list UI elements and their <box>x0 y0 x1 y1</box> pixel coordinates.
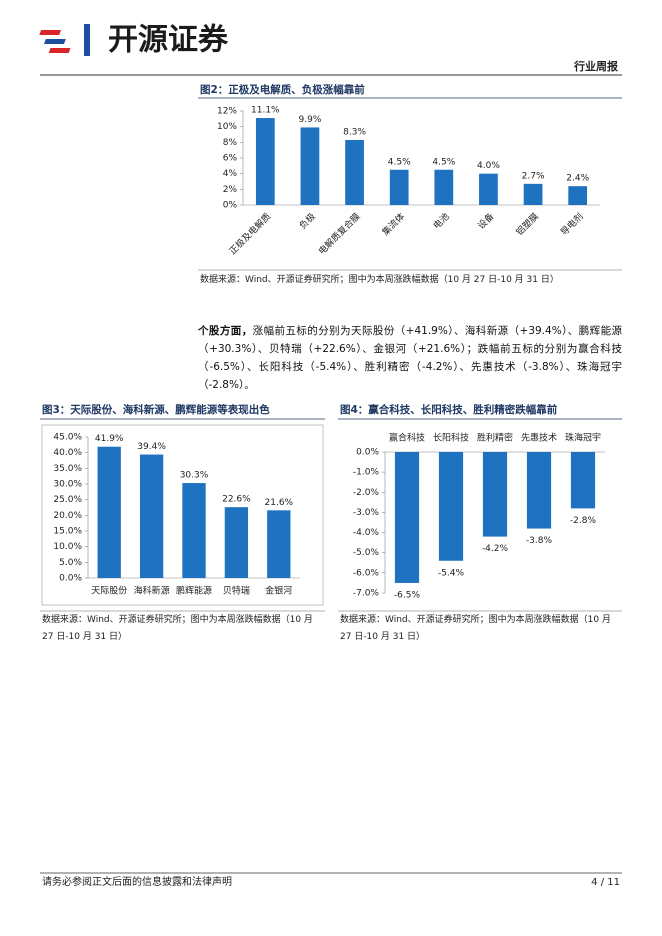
figure-source: 数据来源：Wind、开源证券研究所；图中为本周涨跌幅数据（10 月 27 日-1… <box>340 615 611 642</box>
y-tick-label: 10.0% <box>53 542 82 552</box>
bar <box>224 507 249 578</box>
y-tick-label: 25.0% <box>53 495 82 505</box>
x-tick-label: 设备 <box>475 210 496 231</box>
y-tick-label: -5.0% <box>353 548 380 558</box>
y-tick-label: -6.0% <box>353 568 380 578</box>
value-label: 4.0% <box>477 161 500 171</box>
bar <box>389 169 409 205</box>
bar <box>482 452 508 537</box>
paragraph-lead: 个股方面， <box>198 325 253 337</box>
figure-source: 数据来源：Wind、开源证券研究所；图中为本周涨跌幅数据（10 月 27 日-1… <box>42 615 313 642</box>
x-tick-label: 珠海冠宇 <box>565 432 601 444</box>
bar <box>139 454 164 578</box>
footer-disclaimer: 请务必参阅正文后面的信息披露和法律声明 <box>42 875 232 888</box>
x-tick-label: 电池 <box>430 210 451 231</box>
figure-title: 图2：正极及电解质、负极涨幅靠前 <box>200 83 365 96</box>
value-label: 8.3% <box>343 127 366 137</box>
value-label: 22.6% <box>222 495 251 505</box>
y-tick-label: 4% <box>223 169 238 179</box>
bar <box>182 483 206 578</box>
value-label: 21.6% <box>265 498 294 508</box>
x-tick-label: 集流体 <box>379 210 407 238</box>
y-tick-label: 5.0% <box>59 558 82 568</box>
x-tick-label: 胜利精密 <box>477 432 513 444</box>
value-label: 11.1% <box>251 106 280 116</box>
y-tick-label: -2.0% <box>353 488 380 498</box>
logo-text: 开源证券 <box>108 23 229 58</box>
x-tick-label: 金银河 <box>265 585 292 597</box>
bar <box>267 510 291 578</box>
x-tick-label: 电解质复合膜 <box>316 210 363 257</box>
page-number: 4 / 11 <box>591 877 620 888</box>
bar <box>523 183 543 205</box>
x-tick-label: 赢合科技 <box>389 432 425 444</box>
bar <box>97 446 121 578</box>
x-tick-label: 海科新源 <box>134 585 170 597</box>
value-label: -4.2% <box>482 544 509 554</box>
bar <box>438 452 464 561</box>
y-tick-label: -1.0% <box>353 468 380 478</box>
figure-title: 图4：赢合科技、长阳科技、胜利精密跌幅靠前 <box>340 403 558 416</box>
y-tick-label: 45.0% <box>53 433 82 443</box>
chart-frame <box>41 424 324 606</box>
x-tick-label: 天际股份 <box>91 585 127 597</box>
figure-source: 数据来源：Wind、开源证券研究所；图中为本周涨跌幅数据（10 月 27 日-1… <box>200 275 559 285</box>
figure-title: 图3：天际股份、海科新源、鹏辉能源等表现出色 <box>42 403 270 416</box>
logo-icon <box>39 24 90 56</box>
value-label: -5.4% <box>438 568 465 578</box>
y-tick-label: 0.0% <box>59 574 82 584</box>
value-label: 30.3% <box>180 471 209 481</box>
x-tick-label: 长阳科技 <box>433 432 469 444</box>
value-label: 9.9% <box>299 115 322 125</box>
y-tick-label: 12% <box>217 107 237 117</box>
y-tick-label: 8% <box>223 138 238 148</box>
bar <box>255 118 275 205</box>
y-tick-label: 15.0% <box>53 527 82 537</box>
y-tick-label: 30.0% <box>53 480 82 490</box>
value-label: 41.9% <box>95 434 124 444</box>
value-label: 4.5% <box>432 157 455 167</box>
y-tick-label: 10% <box>217 122 237 132</box>
paragraph: 个股方面，涨幅前五标的分别为天际股份（+41.9%）、海科新源（+39.4%）、… <box>198 322 622 394</box>
x-tick-label: 正极及电解质 <box>227 210 274 257</box>
paragraph-body: 涨幅前五标的分别为天际股份（+41.9%）、海科新源（+39.4%）、鹏辉能源（… <box>198 325 623 391</box>
x-tick-label: 导电剂 <box>558 210 586 238</box>
value-label: -6.5% <box>394 590 421 600</box>
y-tick-label: 0.0% <box>356 448 379 458</box>
y-tick-label: -3.0% <box>353 508 380 518</box>
bar <box>479 173 498 205</box>
value-label: -2.8% <box>570 516 597 526</box>
y-tick-label: 6% <box>223 154 238 164</box>
y-tick-label: 20.0% <box>53 511 82 521</box>
y-tick-label: -4.0% <box>353 528 380 538</box>
report-type: 行业周报 <box>573 59 619 73</box>
value-label: 2.7% <box>522 171 545 181</box>
y-tick-label: 40.0% <box>53 448 82 458</box>
y-tick-label: 2% <box>223 185 238 195</box>
y-tick-label: -7.0% <box>353 589 380 599</box>
x-tick-label: 铝塑膜 <box>513 210 541 238</box>
bar <box>568 186 588 205</box>
x-tick-label: 负极 <box>297 210 318 231</box>
value-label: 4.5% <box>388 157 411 167</box>
bar <box>300 127 320 205</box>
bar <box>526 452 552 529</box>
value-label: 39.4% <box>137 442 166 452</box>
value-label: 2.4% <box>566 174 589 184</box>
y-tick-label: 35.0% <box>53 464 82 474</box>
bar <box>345 139 364 205</box>
x-tick-label: 贝特瑞 <box>223 585 250 597</box>
x-tick-label: 先惠技术 <box>521 432 557 444</box>
value-label: -3.8% <box>526 536 553 546</box>
bar <box>570 452 596 509</box>
y-tick-label: 0% <box>223 201 238 211</box>
x-tick-label: 鹏辉能源 <box>176 585 212 597</box>
bar <box>434 169 454 205</box>
bar <box>394 452 420 583</box>
